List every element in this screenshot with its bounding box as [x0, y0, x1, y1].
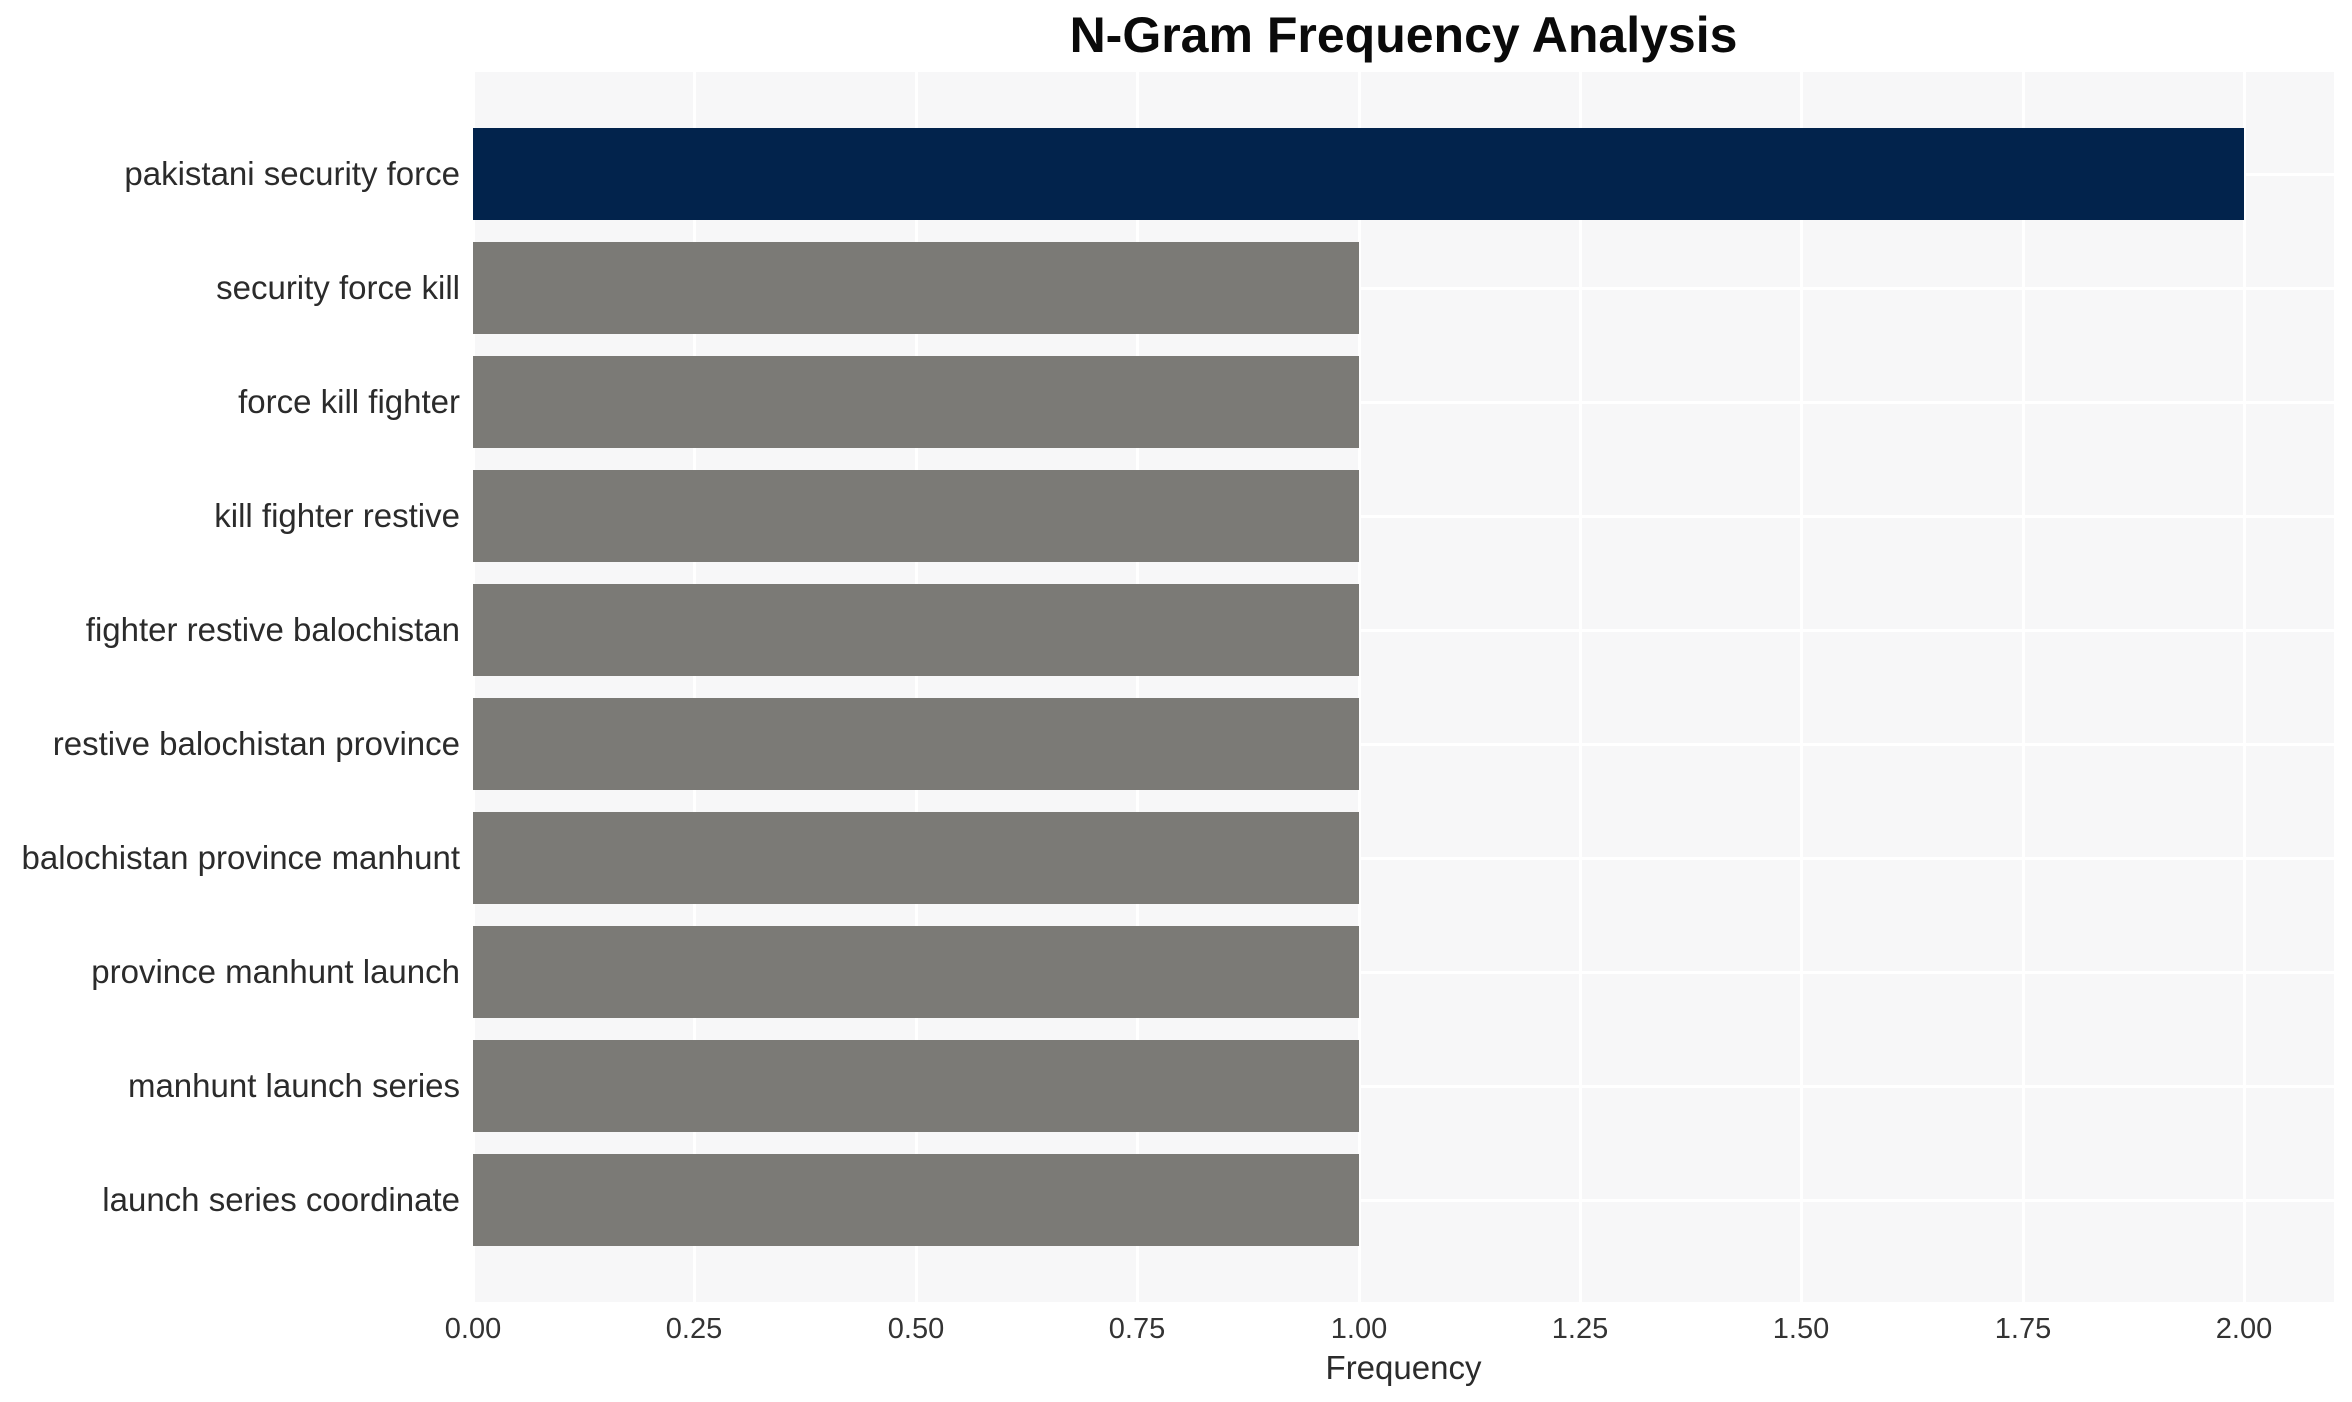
x-tick-label: 1.50	[1772, 1313, 1830, 1345]
category-label: security force kill	[216, 269, 460, 306]
bar-fighter-restive-balochistan	[473, 584, 1359, 676]
gridline-vertical	[1136, 72, 1139, 1302]
bar-force-kill-fighter	[473, 356, 1359, 448]
gridline-vertical	[2243, 72, 2246, 1302]
bar-security-force-kill	[473, 242, 1359, 334]
category-label: launch series coordinate	[102, 1181, 460, 1218]
bar-balochistan-province-manhunt	[473, 812, 1359, 904]
gridline-vertical	[915, 72, 918, 1302]
gridline-vertical	[1579, 72, 1582, 1302]
bar-province-manhunt-launch	[473, 926, 1359, 1018]
category-label: restive balochistan province	[52, 725, 460, 762]
category-label: fighter restive balochistan	[85, 611, 460, 648]
bar-manhunt-launch-series	[473, 1040, 1359, 1132]
gridline-vertical	[1358, 72, 1361, 1302]
gridline-vertical	[473, 72, 475, 1302]
gridline-horizontal	[473, 743, 2334, 746]
category-label: force kill fighter	[238, 383, 460, 420]
category-label: kill fighter restive	[214, 497, 460, 534]
x-tick-label: 2.00	[2215, 1313, 2273, 1345]
gridline-horizontal	[473, 401, 2334, 404]
bar-pakistani-security-force	[473, 128, 2244, 220]
x-tick-label: 1.75	[1994, 1313, 2052, 1345]
gridline-horizontal	[473, 1085, 2334, 1088]
gridline-horizontal	[473, 971, 2334, 974]
x-tick-label: 1.00	[1330, 1313, 1388, 1345]
x-axis-title: Frequency	[1325, 1349, 1482, 1386]
x-tick-label: 0.25	[665, 1313, 723, 1345]
gridline-horizontal	[473, 629, 2334, 632]
chart-title: N-Gram Frequency Analysis	[1069, 7, 1738, 63]
x-tick-label: 0.50	[887, 1313, 945, 1345]
bar-restive-balochistan-province	[473, 698, 1359, 790]
gridline-horizontal	[473, 1199, 2334, 1202]
gridline-vertical	[693, 72, 696, 1302]
gridline-vertical	[2022, 72, 2025, 1302]
x-tick-label: 0.75	[1108, 1313, 1166, 1345]
category-label: pakistani security force	[124, 155, 460, 192]
bar-kill-fighter-restive	[473, 470, 1359, 562]
gridline-horizontal	[473, 857, 2334, 860]
bar-launch-series-coordinate	[473, 1154, 1359, 1246]
x-tick-label: 0.00	[444, 1313, 502, 1345]
gridline-horizontal	[473, 287, 2334, 290]
x-tick-label: 1.25	[1551, 1313, 1609, 1345]
plot-area	[473, 72, 2334, 1302]
gridline-vertical	[1800, 72, 1803, 1302]
gridline-horizontal	[473, 515, 2334, 518]
category-label: manhunt launch series	[127, 1067, 460, 1104]
category-label: balochistan province manhunt	[21, 839, 460, 876]
category-label: province manhunt launch	[91, 953, 460, 990]
